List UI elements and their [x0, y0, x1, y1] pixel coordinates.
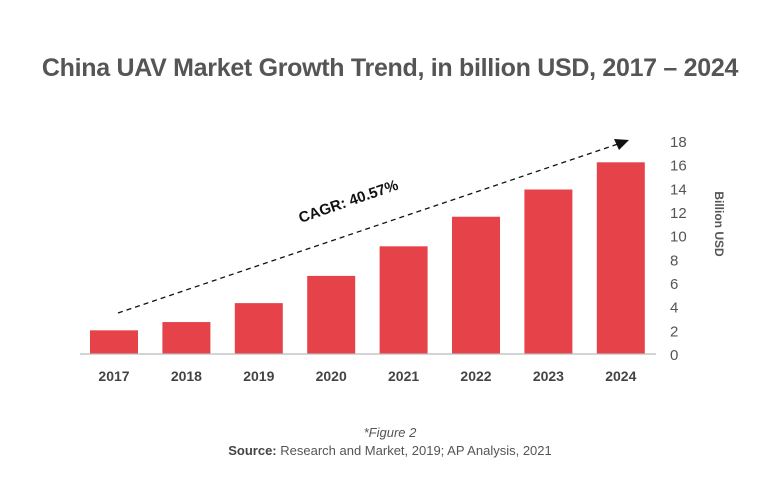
y-tick-label: 0	[670, 347, 678, 364]
bar-2024	[596, 162, 645, 354]
bar-2017	[90, 330, 138, 354]
bar-chart: 2017 2018 2019 2020 2021 2022 2023 2024 0 2 4 6 8 10…	[80, 134, 726, 384]
bar-2020	[307, 275, 356, 354]
x-tick-label: 2019	[243, 368, 274, 384]
x-tick-label: 2023	[533, 368, 564, 384]
cagr-annotation: CAGR: 40.57%	[297, 177, 401, 227]
x-tick-label: 2024	[605, 368, 636, 384]
chart-title: China UAV Market Growth Trend, in billio…	[41, 54, 739, 82]
bar-2023	[524, 189, 573, 354]
x-tick-label: 2020	[316, 368, 347, 384]
source-label: Source:	[228, 443, 277, 458]
bar-2022	[452, 216, 500, 354]
figure-label: *Figure 2	[363, 425, 417, 440]
arrow-head-icon	[614, 139, 629, 150]
x-tick-label: 2018	[171, 368, 202, 384]
y-tick-label: 18	[670, 134, 687, 151]
y-axis-label: Billion USD	[712, 191, 726, 257]
x-tick-label: 2017	[98, 368, 129, 384]
bar-2021	[379, 246, 428, 354]
y-tick-label: 2	[670, 323, 678, 340]
y-tick-label: 12	[670, 205, 687, 222]
bar-2018	[162, 322, 211, 354]
y-tick-label: 6	[670, 276, 678, 293]
y-tick-label: 4	[670, 300, 678, 317]
cagr-trend-arrow	[117, 143, 619, 314]
source-text: Research and Market, 2019; AP Analysis, …	[276, 443, 552, 458]
y-tick-label: 16	[670, 158, 687, 175]
x-tick-label: 2021	[388, 368, 419, 384]
y-tick-label: 14	[670, 181, 687, 198]
source-note: Source: Research and Market, 2019; AP An…	[0, 443, 780, 458]
y-tick-label: 8	[670, 252, 678, 269]
x-tick-label: 2022	[460, 368, 491, 384]
bar-2019	[234, 303, 283, 354]
y-tick-label: 10	[670, 229, 687, 246]
